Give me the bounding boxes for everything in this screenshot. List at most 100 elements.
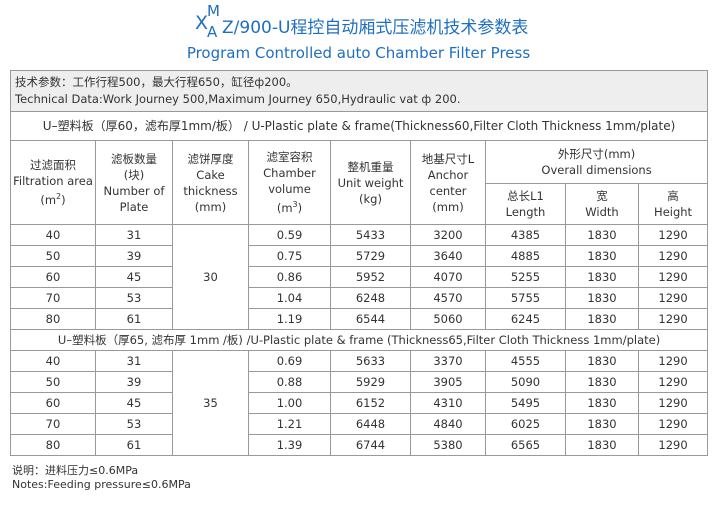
- section-row: U–塑料板（厚65, 滤布厚 1mm /板) /U-Plastic plate …: [9, 329, 709, 351]
- header-line: 滤饼厚度: [187, 151, 234, 166]
- data-row: 40 31 35 0.69 5633 3370 4555 1830 1290: [10, 350, 709, 456]
- header-cell: 地基尺寸L Anchor center (mm): [410, 140, 486, 225]
- data-row: 60 45 1.00 6152 4310 5495 1830 1290: [10, 392, 709, 414]
- spec-table: 技术参数：工作行程500，最大行程650，缸径ф200。 Technical Da…: [9, 70, 709, 456]
- data-cell: 1830: [565, 371, 639, 393]
- data-cell: 50: [10, 245, 96, 267]
- info-line: Technical Data:Work Journey 500,Maximum …: [15, 92, 461, 106]
- cake-cell: 35: [172, 350, 249, 456]
- data-cell: 3640: [410, 245, 486, 267]
- header-cell: 滤室容积 Chamber volume (m3): [248, 140, 331, 225]
- data-cell: 40: [10, 224, 96, 246]
- header-cell: 滤板数量 (块) Number of Plate: [95, 140, 173, 225]
- unit-part: ): [297, 200, 303, 215]
- header-cell: 高 Height: [637, 183, 709, 225]
- header-line: 过滤面积: [30, 158, 76, 173]
- data-cell: 45: [95, 266, 173, 288]
- data-cell: 80: [10, 434, 96, 456]
- header-line: 整机重量: [347, 159, 394, 174]
- title-part: X: [195, 12, 209, 34]
- data-cell: 0.88: [248, 371, 331, 393]
- subtitle: Program Controlled auto Chamber Filter P…: [186, 44, 531, 62]
- data-cell: 6565: [485, 434, 566, 456]
- header-line: thickness: [183, 183, 238, 198]
- header-cell: 宽 Width: [565, 183, 639, 225]
- data-cell: 1290: [637, 266, 709, 288]
- data-cell: 1.19: [248, 308, 331, 330]
- header-line: Number of: [103, 183, 165, 198]
- unit-part: ): [61, 192, 66, 207]
- data-cell: 4070: [410, 266, 486, 288]
- data-cell: 80: [10, 308, 96, 330]
- note-line: 说明：进料压力≤0.6MPa: [12, 464, 139, 477]
- data-cell: 4840: [410, 413, 486, 435]
- header-unit: (m2): [11, 189, 95, 208]
- data-cell: 6152: [330, 392, 411, 414]
- data-cell: 1290: [637, 413, 709, 435]
- data-cell: 0.75: [248, 245, 331, 267]
- data-cell: 53: [95, 287, 173, 309]
- header-cell: 过滤面积 Filtration area (m2): [10, 140, 96, 225]
- data-cell: 1830: [565, 245, 639, 267]
- unit-sup: 2: [56, 192, 62, 202]
- data-row: 80 61 1.19 6544 5060 6245 1830 1290: [10, 308, 709, 330]
- header-line: 宽: [596, 189, 608, 203]
- data-cell: 1290: [637, 371, 709, 393]
- data-cell: 5755: [485, 287, 566, 309]
- data-cell: 1.00: [248, 392, 331, 414]
- data-cell: 1290: [637, 287, 709, 309]
- header-row: 过滤面积 Filtration area (m2) 滤板数量 (块) Number of P…: [10, 140, 709, 225]
- data-cell: 6544: [330, 308, 411, 330]
- data-cell: 0.69: [248, 350, 331, 372]
- data-cell: 70: [10, 413, 96, 435]
- section-row: U–塑料板（厚60，滤布厚1mm/板） / U-Plastic plate & …: [9, 111, 709, 141]
- title-part: M: [207, 2, 220, 20]
- data-cell: 6025: [485, 413, 566, 435]
- data-cell: 1290: [637, 308, 709, 330]
- data-cell: 4310: [410, 392, 486, 414]
- header-cell: 整机重量 Unit weight (kg): [330, 140, 411, 225]
- data-cell: 61: [95, 308, 173, 330]
- header-line: Length: [505, 205, 546, 219]
- data-row: 40 31 30 0.59 5433 3200 4385 1830 1290: [10, 224, 709, 330]
- data-cell: 70: [10, 287, 96, 309]
- info-row: 技术参数：工作行程500，最大行程650，缸径ф200。 Technical Da…: [9, 70, 709, 112]
- data-cell: 6248: [330, 287, 411, 309]
- title: X M A Z/900-U程控自动厢式压滤机技术参数表: [0, 2, 717, 42]
- data-cell: 1290: [637, 224, 709, 246]
- header-cell: 总长L1 Length: [485, 183, 566, 225]
- data-cell: 4385: [485, 224, 566, 246]
- data-cell: 1290: [637, 392, 709, 414]
- data-cell: 1290: [637, 434, 709, 456]
- header-line: Cake: [196, 167, 225, 182]
- data-row: 60 45 0.86 5952 4070 5255 1830 1290: [10, 266, 709, 288]
- notes: 说明：进料压力≤0.6MPa Notes:Feeding pressure≤0.6…: [12, 464, 191, 492]
- header-line: 地基尺寸L: [421, 151, 475, 166]
- data-cell: 6448: [330, 413, 411, 435]
- data-cell: 5952: [330, 266, 411, 288]
- data-cell: 4555: [485, 350, 566, 372]
- data-cell: 61: [95, 434, 173, 456]
- data-cell: 1830: [565, 434, 639, 456]
- info-line: 技术参数：工作行程500，最大行程650，缸径ф200。: [15, 75, 298, 89]
- header-line: Plate: [119, 199, 149, 214]
- data-cell: 1.39: [248, 434, 331, 456]
- data-row: 50 39 0.88 5929 3905 5090 1830 1290: [10, 371, 709, 393]
- header-line: Overall dimensions: [541, 163, 652, 177]
- section-title: U–塑料板（厚65, 滤布厚 1mm /板) /U-Plastic plate …: [9, 329, 709, 351]
- header-line: Anchor: [427, 167, 469, 182]
- header-line: center: [429, 183, 467, 198]
- note-line: Notes:Feeding pressure≤0.6MPa: [12, 478, 191, 491]
- header-line: (mm): [194, 199, 227, 214]
- data-cell: 5633: [330, 350, 411, 372]
- data-cell: 5433: [330, 224, 411, 246]
- header-line: Unit weight: [337, 175, 404, 190]
- data-cell: 1830: [565, 224, 639, 246]
- data-cell: 1830: [565, 308, 639, 330]
- data-cell: 5929: [330, 371, 411, 393]
- title-part: Z/900-U程控自动厢式压滤机技术参数表: [222, 18, 529, 38]
- data-cell: 4885: [485, 245, 566, 267]
- header-line: 总长L1: [507, 189, 544, 203]
- data-cell: 1830: [565, 287, 639, 309]
